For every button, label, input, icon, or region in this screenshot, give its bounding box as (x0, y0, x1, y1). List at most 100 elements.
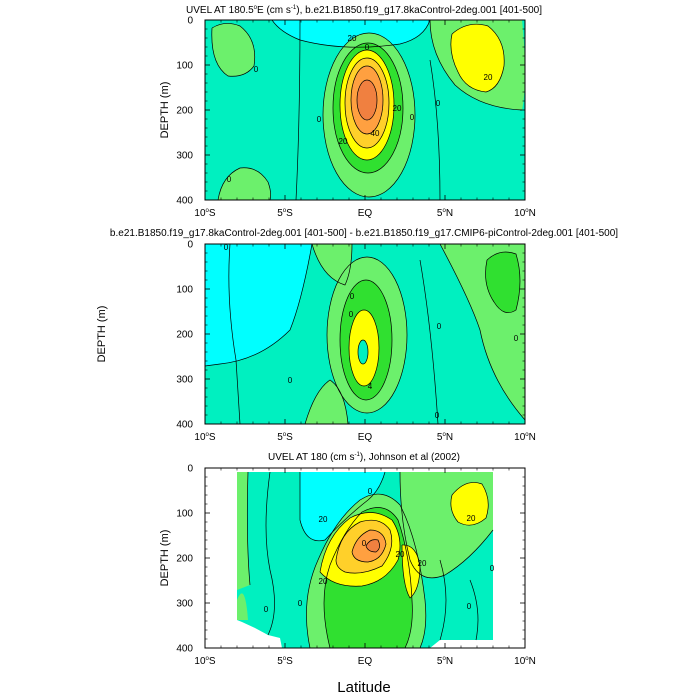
y-tick-label: 400 (176, 420, 193, 431)
y-tick-label: 100 (176, 285, 193, 296)
x-tick-label: 10oN (514, 656, 536, 667)
contour-line (419, 259, 439, 424)
green-sw-region (218, 167, 271, 200)
contour-line (306, 493, 427, 648)
y-tick-label: 0 (187, 240, 193, 251)
contour-line (357, 339, 369, 365)
contour-band-80 (366, 539, 380, 552)
contour-line (299, 471, 386, 542)
contour-line (295, 20, 301, 200)
yellow-north-core (450, 24, 505, 93)
contour-line (211, 23, 256, 77)
cyan-surface-region (272, 20, 430, 48)
x-tick-label: 5oN (437, 432, 453, 443)
y-tick-label: 100 (176, 509, 193, 520)
contour-line (439, 244, 525, 421)
contour-label: 0 (410, 113, 415, 122)
y-tick-label: 300 (176, 151, 193, 162)
contour-label: 0 (224, 243, 229, 252)
contour-label: 0 (288, 376, 293, 385)
green-south-region (305, 380, 348, 424)
x-tick-label: 5oS (277, 656, 293, 667)
contour-label: 0 (365, 43, 370, 52)
x-axis-label: Latitude (337, 679, 390, 696)
x-tick-label: 10oS (194, 208, 215, 219)
yellow-lobe (402, 544, 420, 598)
contour-label: 20 (396, 550, 405, 559)
y-tick-label: 100 (176, 61, 193, 72)
contour-line (429, 59, 441, 200)
x-tick-label: 10oN (514, 208, 536, 219)
contour-line (205, 244, 313, 367)
contour-line (339, 49, 395, 161)
y-tick-label: 200 (176, 330, 193, 341)
y-tick-label: 0 (187, 16, 193, 27)
y-tick-label: 0 (187, 464, 193, 475)
cyan-surface-region (300, 472, 385, 541)
contour-label: 20 (484, 73, 493, 82)
contour-line (332, 42, 404, 174)
contour-line (217, 167, 272, 200)
y-tick-label: 300 (176, 375, 193, 386)
contour-line (228, 244, 241, 424)
panel-3-title: UVEL AT 180 (cm s-1), Johnson et al (200… (268, 452, 460, 463)
contour-line (265, 471, 275, 636)
x-tick-label: EQ (358, 656, 373, 667)
contour-label: 0 (350, 292, 355, 301)
contour-label: 0 (298, 599, 303, 608)
contour-label: 40 (371, 129, 380, 138)
contour-line (439, 559, 447, 641)
contour-line (365, 539, 380, 553)
contour-line (271, 20, 431, 48)
contour-line (246, 471, 251, 586)
panel-3-field: 20 0 20 20 20 0 20 0 0 0 0 (237, 471, 495, 648)
contour-line (450, 482, 489, 526)
contour-label: 0 (227, 175, 232, 184)
contour-line (429, 20, 523, 111)
contour-label: 20 (418, 559, 427, 568)
cyan-west-region (205, 244, 312, 366)
contour-label: 0 (349, 310, 354, 319)
contour-line (319, 512, 401, 587)
contour-label: 0 (368, 487, 373, 496)
panel-2-field: 0 0 0 0 0 4 0 0 (205, 243, 525, 424)
contour-label: 0 (436, 99, 441, 108)
x-tick-label: 5oS (277, 432, 293, 443)
contour-label: 20 (339, 137, 348, 146)
panel-2-title: b.e21.B1850.f19_g17.8kaControl-2deg.001 … (110, 228, 618, 239)
contour-label: 0 (264, 605, 269, 614)
contour-label: 0 (490, 564, 495, 573)
contour-label: 4 (368, 382, 373, 391)
y-tick-label: 400 (176, 196, 193, 207)
contour-line (469, 579, 479, 641)
green-west-strip (237, 472, 250, 590)
yellow-ne-core (450, 482, 489, 526)
contour-line (351, 529, 387, 563)
x-tick-label: 5oS (277, 208, 293, 219)
y-tick-label: 200 (176, 106, 193, 117)
contour-line (450, 23, 505, 93)
y-tick-label: 200 (176, 554, 193, 565)
contour-label: 20 (319, 577, 328, 586)
x-tick-label: EQ (358, 432, 373, 443)
contour-label: 0 (514, 334, 519, 343)
x-tick-label: EQ (358, 208, 373, 219)
panel-2-ylabel: DEPTH (m) (96, 306, 108, 363)
contour-line (304, 379, 349, 424)
x-tick-label: 5oN (437, 208, 453, 219)
panel-3: UVEL AT 180 (cm s-1), Johnson et al (200… (159, 452, 536, 667)
contour-label: 0 (317, 115, 322, 124)
contour-label: 20 (348, 34, 357, 43)
panel-1-ylabel: DEPTH (m) (159, 82, 171, 139)
contour-line (339, 279, 393, 401)
contour-label: 0 (254, 65, 259, 74)
contour-line (311, 244, 353, 286)
contour-line (335, 519, 393, 574)
green-east-core (485, 252, 520, 313)
contour-line (356, 79, 378, 121)
contour-line (326, 256, 408, 414)
contour-label: 20 (393, 104, 402, 113)
contour-line (344, 57, 390, 149)
green-sw-region (237, 593, 248, 620)
